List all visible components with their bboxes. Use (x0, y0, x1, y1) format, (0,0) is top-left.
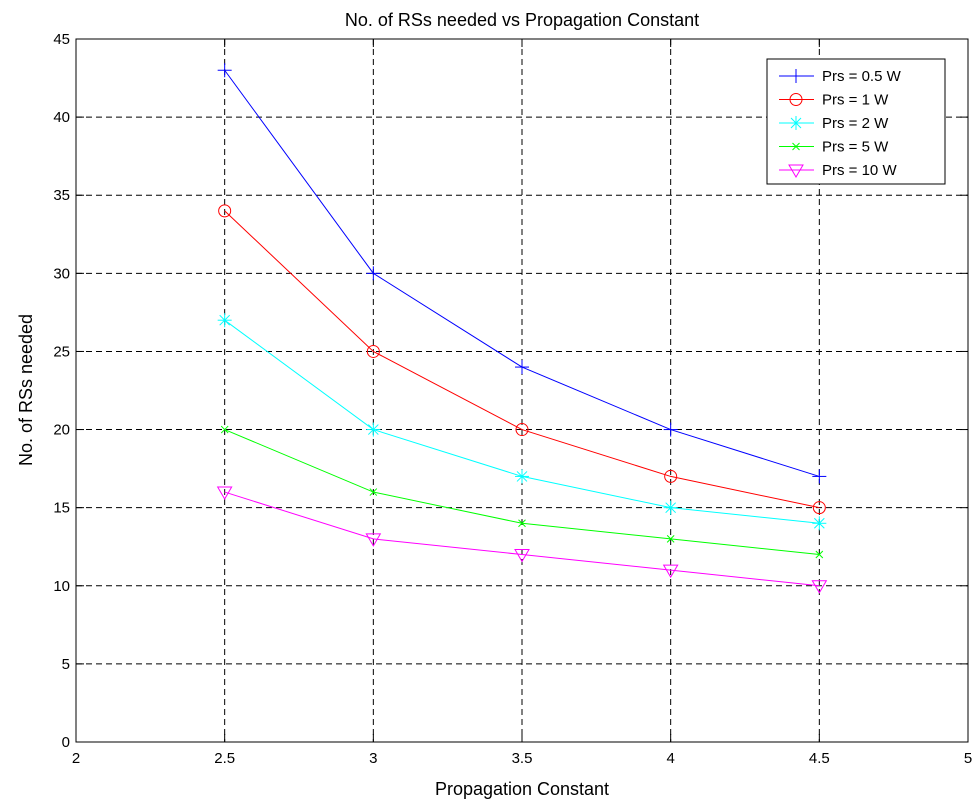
legend-label: Prs = 0.5 W (822, 68, 902, 85)
x-tick-label: 4.5 (809, 750, 830, 767)
data-point (217, 313, 232, 328)
data-point (515, 423, 529, 437)
legend-marker (789, 116, 803, 130)
data-point (811, 580, 828, 594)
data-point (515, 469, 529, 484)
legend-item: Prs = 0.5 W (779, 68, 902, 85)
series-2 (218, 204, 826, 515)
legend-marker (789, 93, 803, 106)
legend: Prs = 0.5 W Prs = 1 W Prs = 2 W Prs = 5 W Pr… (766, 58, 946, 185)
data-point (518, 519, 526, 528)
series-line (224, 491, 820, 587)
data-point (217, 63, 232, 78)
data-point (664, 469, 678, 483)
x-tick-label: 2 (72, 750, 80, 767)
y-tick-label: 40 (53, 109, 70, 126)
data-point (365, 533, 382, 547)
legend-label: Prs = 10 W (822, 162, 897, 179)
y-ticks: 0 5 10 15 20 25 30 35 40 45 (53, 31, 968, 751)
data-point (666, 535, 675, 543)
y-tick-label: 35 (53, 187, 70, 204)
data-point (366, 344, 380, 358)
legend-item: Prs = 2 W (779, 115, 889, 132)
legend-marker (789, 69, 803, 83)
series-group (216, 63, 828, 594)
data-point (514, 549, 530, 563)
series-3 (217, 313, 827, 531)
data-point (815, 550, 824, 559)
y-tick-label: 30 (53, 265, 70, 282)
x-tick-label: 3.5 (512, 750, 533, 767)
x-ticks: 2 2.5 3 3.5 4 4.5 5 (72, 39, 972, 767)
y-tick-label: 5 (62, 656, 70, 673)
x-axis-label: Propagation Constant (435, 779, 609, 799)
series-5 (216, 486, 828, 594)
legend-marker (792, 142, 800, 151)
series-line (224, 210, 820, 509)
y-axis-label: No. of RSs needed (16, 314, 36, 466)
legend-item: Prs = 1 W (779, 92, 889, 109)
y-tick-label: 15 (53, 500, 70, 517)
data-point (812, 501, 826, 515)
chart-title: No. of RSs needed vs Propagation Constan… (345, 10, 699, 30)
legend-label: Prs = 1 W (822, 92, 889, 109)
x-tick-label: 3 (369, 750, 377, 767)
data-point (366, 266, 381, 281)
legend-label: Prs = 5 W (822, 139, 889, 156)
series-1 (217, 63, 827, 484)
legend-label: Prs = 2 W (822, 115, 889, 132)
y-tick-label: 20 (53, 422, 70, 439)
y-tick-label: 25 (53, 343, 70, 360)
y-tick-label: 0 (62, 734, 70, 751)
legend-box (766, 58, 946, 185)
data-point (220, 425, 229, 434)
x-tick-label: 4 (666, 750, 674, 767)
x-tick-label: 2.5 (214, 750, 235, 767)
data-point (218, 204, 232, 218)
data-point (812, 516, 827, 531)
y-tick-label: 45 (53, 31, 70, 48)
data-point (366, 422, 381, 437)
series-4 (220, 425, 824, 559)
data-point (662, 564, 679, 579)
legend-item: Prs = 10 W (779, 162, 897, 179)
y-tick-label: 10 (53, 578, 70, 595)
x-tick-label: 5 (964, 750, 972, 767)
data-point (663, 422, 678, 437)
data-point (663, 500, 678, 515)
data-point (369, 488, 378, 496)
data-point (216, 486, 233, 501)
legend-marker (788, 164, 804, 178)
legend-item: Prs = 5 W (779, 139, 889, 156)
data-point (812, 469, 827, 484)
data-point (515, 360, 529, 375)
